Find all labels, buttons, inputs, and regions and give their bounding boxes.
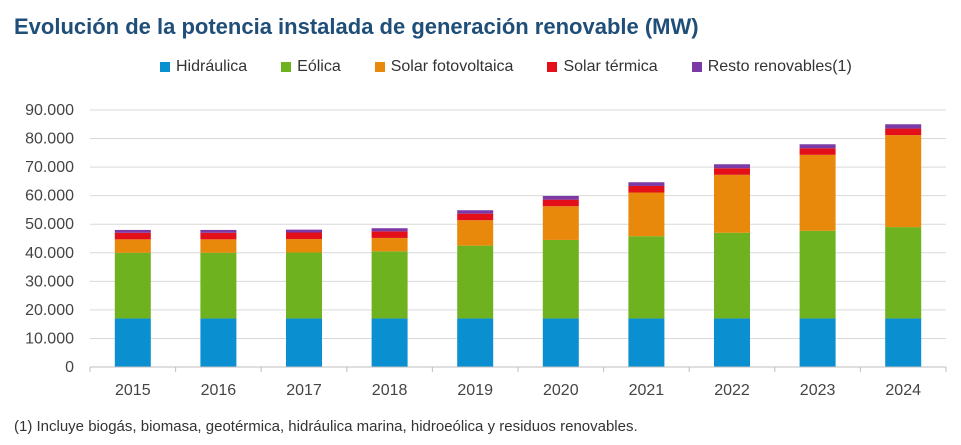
chart-legend: Hidráulica Eólica Solar fotovoltaica Sol… xyxy=(160,58,852,76)
bar-segment-eólica xyxy=(114,252,151,319)
legend-swatch-resto-renovables xyxy=(691,62,702,72)
bar-segment-eólica xyxy=(200,252,237,319)
bar-segment-eólica xyxy=(286,252,322,319)
x-tick-label: 2024 xyxy=(885,382,921,399)
bar-segment-hidráulica xyxy=(885,318,922,367)
bar-segment-eólica xyxy=(371,251,408,319)
y-tick-label: 20.000 xyxy=(25,302,74,319)
bar-segment-solar-térmica xyxy=(628,185,665,193)
bar-segment-resto-renovables-1- xyxy=(457,210,494,214)
y-tick-label: 40.000 xyxy=(25,245,74,262)
legend-swatch-eolica xyxy=(281,62,292,72)
bar-segment-hidráulica xyxy=(714,318,750,367)
bar-segment-solar-fotovoltaica xyxy=(457,220,494,246)
bar-segment-hidráulica xyxy=(628,318,665,367)
y-tick-label: 60.000 xyxy=(25,188,74,205)
x-tick-label: 2018 xyxy=(372,382,408,399)
bar-segment-solar-térmica xyxy=(714,168,750,175)
y-tick-label: 50.000 xyxy=(25,216,74,233)
x-tick-label: 2015 xyxy=(115,382,151,399)
legend-label-resto-renovables: Resto renovables(1) xyxy=(707,58,852,75)
bar-segment-eólica xyxy=(714,232,750,319)
x-tick-label: 2020 xyxy=(543,382,579,399)
y-tick-label: 70.000 xyxy=(25,159,74,176)
bar-segment-resto-renovables-1- xyxy=(714,164,750,169)
y-tick-label: 90.000 xyxy=(25,102,74,119)
bar-segment-solar-fotovoltaica xyxy=(714,174,750,233)
bar-segment-solar-térmica xyxy=(799,148,836,155)
bar-segment-solar-térmica xyxy=(371,231,408,238)
bar-segment-solar-fotovoltaica xyxy=(200,239,237,253)
legend-item-hidraulica: Hidráulica xyxy=(160,58,247,76)
y-tick-label: 10.000 xyxy=(25,330,74,347)
legend-item-solar-termica: Solar térmica xyxy=(547,58,658,76)
x-tick-label: 2023 xyxy=(800,382,836,399)
bar-segment-hidráulica xyxy=(457,318,494,367)
bar-segment-hidráulica xyxy=(200,318,237,367)
x-tick-label: 2016 xyxy=(201,382,237,399)
legend-label-solar-fotovoltaica: Solar fotovoltaica xyxy=(390,58,514,75)
bar-segment-hidráulica xyxy=(542,318,579,367)
bar-segment-hidráulica xyxy=(799,318,836,367)
x-tick-label: 2019 xyxy=(457,382,493,399)
bar-segment-resto-renovables-1- xyxy=(799,144,836,149)
bar-segment-solar-térmica xyxy=(286,232,322,240)
legend-swatch-solar-fotovoltaica xyxy=(374,62,385,72)
y-tick-label: 80.000 xyxy=(25,131,74,148)
footnote: (1) Incluye biogás, biomasa, geotérmica,… xyxy=(14,418,638,435)
bar-segment-solar-fotovoltaica xyxy=(542,206,579,240)
x-tick-label: 2017 xyxy=(286,382,322,399)
bar-segment-solar-fotovoltaica xyxy=(114,239,151,253)
bar-segment-solar-fotovoltaica xyxy=(799,154,836,231)
x-tick-label: 2022 xyxy=(714,382,750,399)
bar-segment-eólica xyxy=(628,236,665,319)
legend-item-resto-renovables: Resto renovables(1) xyxy=(691,58,852,76)
legend-label-solar-termica: Solar térmica xyxy=(563,58,658,75)
bar-segment-solar-térmica xyxy=(885,128,922,136)
bar-segment-solar-fotovoltaica xyxy=(885,135,922,228)
legend-item-solar-fotovoltaica: Solar fotovoltaica xyxy=(374,58,514,76)
legend-swatch-hidraulica xyxy=(160,62,170,72)
bar-segment-solar-térmica xyxy=(114,232,151,240)
bar-segment-hidráulica xyxy=(286,318,322,367)
legend-item-eolica: Eólica xyxy=(281,58,341,76)
bar-segment-resto-renovables-1- xyxy=(114,229,151,233)
bars xyxy=(114,124,922,367)
bar-segment-solar-fotovoltaica xyxy=(628,192,665,237)
bar-segment-eólica xyxy=(799,230,836,319)
bar-segment-resto-renovables-1- xyxy=(542,195,579,200)
chart-title: Evolución de la potencia instalada de ge… xyxy=(14,14,699,39)
y-tick-label: 0 xyxy=(65,359,74,376)
bar-segment-resto-renovables-1- xyxy=(200,229,237,233)
bar-segment-solar-térmica xyxy=(457,213,494,221)
bar-segment-eólica xyxy=(542,239,579,319)
legend-label-hidraulica: Hidráulica xyxy=(176,58,248,75)
bar-segment-eólica xyxy=(885,227,922,319)
bar-segment-resto-renovables-1- xyxy=(628,182,665,186)
bar-segment-eólica xyxy=(457,245,494,319)
bar-segment-solar-fotovoltaica xyxy=(371,237,408,252)
x-tick-label: 2021 xyxy=(629,382,665,399)
bar-segment-hidráulica xyxy=(371,318,408,367)
legend-swatch-solar-termica xyxy=(547,62,558,72)
y-tick-label: 30.000 xyxy=(25,273,74,290)
bar-segment-resto-renovables-1- xyxy=(286,229,322,233)
bar-segment-solar-térmica xyxy=(542,199,579,207)
axes: 0 10.000 20.000 30.000 40.000 50.000 60.000 70.… xyxy=(25,102,947,399)
bar-segment-solar-térmica xyxy=(200,232,237,240)
bar-segment-resto-renovables-1- xyxy=(885,124,922,129)
bar-segment-resto-renovables-1- xyxy=(371,228,408,232)
bar-segment-solar-fotovoltaica xyxy=(286,239,322,253)
bar-segment-hidráulica xyxy=(114,318,151,367)
legend-label-eolica: Eólica xyxy=(297,58,341,75)
